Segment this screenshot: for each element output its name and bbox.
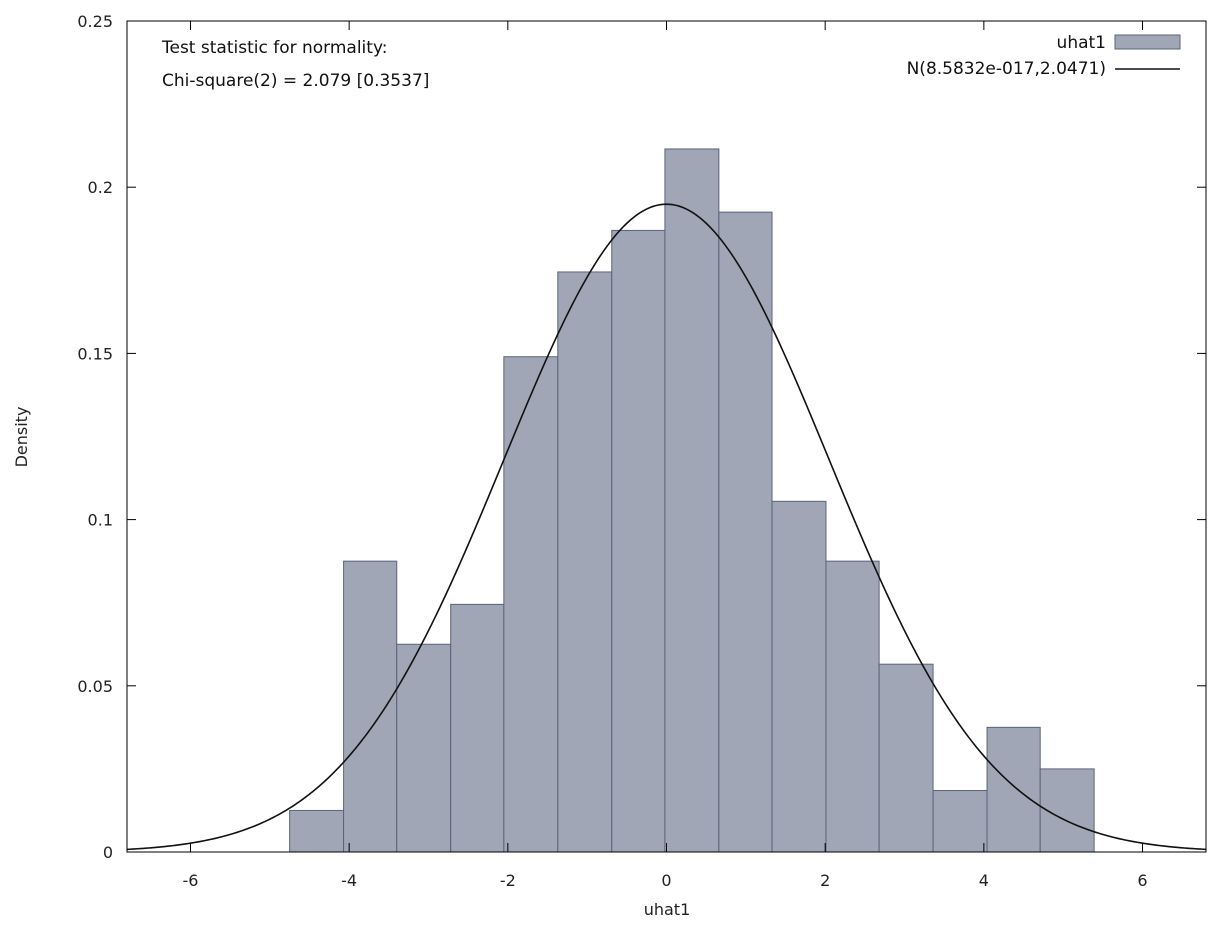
x-tick-label: 2 bbox=[820, 871, 830, 890]
y-tick-label: 0.15 bbox=[77, 344, 113, 363]
y-tick-label: 0.1 bbox=[88, 511, 113, 530]
x-tick-label: 4 bbox=[979, 871, 989, 890]
y-axis-ticks: 0 0.05 0.1 0.15 0.2 0.25 bbox=[77, 12, 1206, 862]
histogram-bar-5 bbox=[557, 271, 613, 853]
histogram-bar-1 bbox=[343, 560, 398, 853]
legend-swatch-histogram bbox=[1114, 34, 1181, 50]
legend-label-normal: N(8.5832e-017,2.0471) bbox=[907, 59, 1106, 79]
histogram-bar-4 bbox=[503, 356, 559, 853]
histogram-bar-8 bbox=[718, 211, 773, 853]
x-tick-label: 0 bbox=[661, 871, 671, 890]
normality-test-label: Test statistic for normality: bbox=[161, 38, 388, 58]
histogram-bars bbox=[289, 148, 1095, 853]
histogram-bar-7 bbox=[664, 148, 720, 853]
legend: uhat1 N(8.5832e-017,2.0471) bbox=[907, 33, 1181, 79]
histogram-bar-9 bbox=[771, 500, 827, 853]
x-axis-ticks: -6 -4 -2 0 2 4 6 bbox=[182, 21, 1148, 890]
histogram-bar-14 bbox=[1039, 768, 1095, 853]
chi-square-statistic: Chi-square(2) = 2.079 [0.3537] bbox=[162, 71, 429, 91]
x-tick-label: -6 bbox=[182, 871, 198, 890]
x-tick-label: -4 bbox=[341, 871, 357, 890]
x-axis-title: uhat1 bbox=[644, 900, 691, 919]
normal-curve bbox=[126, 203, 1207, 851]
histogram-bar-12 bbox=[932, 790, 988, 853]
y-axis-title: Density bbox=[12, 407, 31, 468]
histogram-bar-3 bbox=[450, 603, 505, 853]
histogram-bar-10 bbox=[825, 560, 880, 853]
legend-label-histogram: uhat1 bbox=[1057, 33, 1106, 53]
histogram-bar-2 bbox=[396, 643, 452, 853]
x-tick-label: -2 bbox=[500, 871, 516, 890]
histogram-bar-11 bbox=[878, 663, 934, 853]
histogram-bar-0 bbox=[289, 809, 345, 853]
y-tick-label: 0 bbox=[103, 843, 113, 862]
histogram-bar-13 bbox=[986, 726, 1041, 853]
y-tick-label: 0.25 bbox=[77, 12, 113, 31]
histogram-bar-6 bbox=[611, 229, 666, 853]
y-tick-label: 0.2 bbox=[88, 178, 113, 197]
y-tick-label: 0.05 bbox=[77, 677, 113, 696]
x-tick-label: 6 bbox=[1137, 871, 1147, 890]
